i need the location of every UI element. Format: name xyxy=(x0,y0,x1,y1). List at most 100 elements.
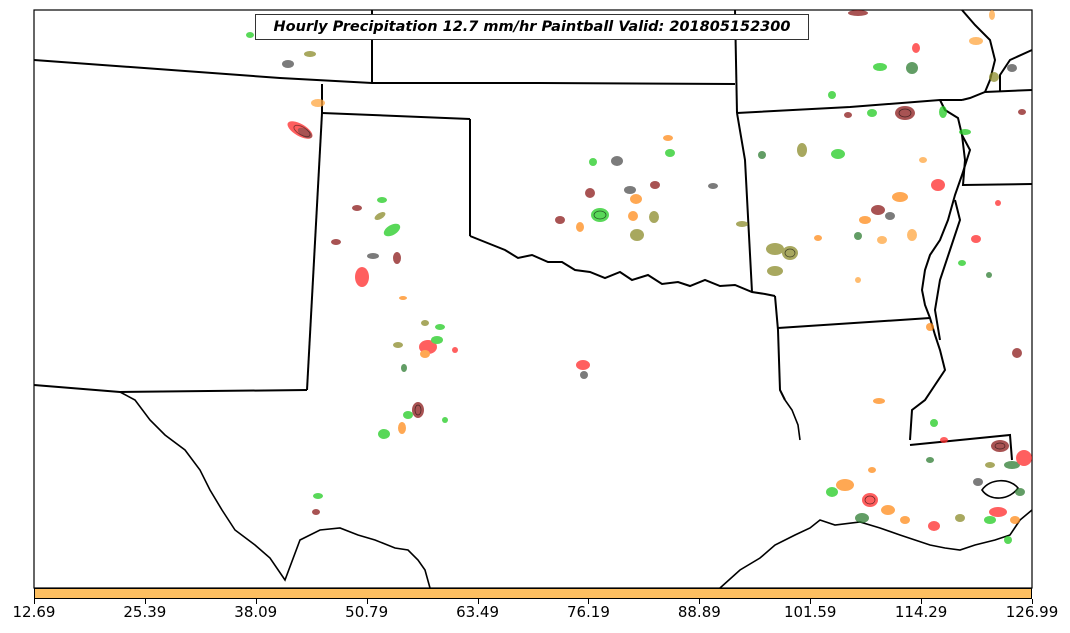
texas-louisiana-border xyxy=(774,295,786,401)
colorbar xyxy=(34,588,1032,599)
precip-cell xyxy=(989,72,999,82)
precip-cell xyxy=(782,246,798,260)
oklahoma-panhandle-north xyxy=(321,112,471,120)
precip-cell xyxy=(665,149,675,157)
precip-cell xyxy=(383,223,401,237)
precip-cell xyxy=(955,514,965,522)
sabine-coast xyxy=(784,399,801,441)
precip-cell xyxy=(401,364,407,372)
precip-cell xyxy=(1015,488,1025,496)
precip-cell xyxy=(393,252,401,264)
precip-cell xyxy=(576,222,584,232)
precip-cell xyxy=(352,205,362,211)
colorbar-tick xyxy=(255,599,257,604)
precipitation-blobs xyxy=(246,10,1032,544)
precip-cell xyxy=(367,253,379,259)
precip-cell xyxy=(926,323,934,331)
precip-cell xyxy=(1016,450,1032,466)
colorbar-tick xyxy=(34,599,35,604)
precip-cell xyxy=(431,336,443,344)
oklahoma-arkansas-border xyxy=(736,112,753,293)
precip-cell xyxy=(826,487,838,497)
precip-cell xyxy=(297,127,313,139)
iowa-missouri-border xyxy=(961,89,1033,101)
colorbar-tick-label: 88.89 xyxy=(677,603,721,621)
precip-cell xyxy=(282,60,294,68)
lake-pontchartrain xyxy=(981,479,1019,499)
contour-ring xyxy=(864,495,876,505)
contour-ring xyxy=(784,248,796,258)
precip-cell xyxy=(1004,461,1020,469)
precip-cell xyxy=(576,360,590,370)
precip-cell xyxy=(873,398,885,404)
precip-cell xyxy=(585,188,595,198)
colorbar-tick xyxy=(699,599,701,604)
precip-cell xyxy=(399,296,407,300)
contour-ring xyxy=(593,210,607,220)
kansas-oklahoma-border xyxy=(736,99,962,114)
precip-cell xyxy=(304,51,316,57)
precip-cell xyxy=(868,467,876,473)
louisiana-gulf-coast xyxy=(719,509,1033,589)
precip-cell xyxy=(989,10,995,20)
precip-cell xyxy=(907,229,917,241)
precip-cell xyxy=(766,243,784,255)
precip-cell xyxy=(855,513,869,523)
contour-ring xyxy=(898,108,912,118)
precip-cell xyxy=(312,509,320,515)
precip-cell xyxy=(971,235,981,243)
colorbar-tick-label: 38.09 xyxy=(234,603,278,621)
precip-cell xyxy=(855,277,861,283)
precip-cell xyxy=(919,157,927,163)
precip-cell xyxy=(973,478,983,486)
precip-cell xyxy=(398,422,406,434)
mississippi-alabama-border xyxy=(933,199,962,341)
precip-cell xyxy=(630,194,642,204)
precip-cell xyxy=(1004,536,1012,544)
precip-cell xyxy=(412,402,424,418)
precip-cell xyxy=(900,516,910,524)
precip-cell xyxy=(767,266,783,276)
precip-cell xyxy=(814,235,822,241)
precip-cell xyxy=(844,112,852,118)
state-borders xyxy=(33,9,1033,461)
colorbar-tick-label: 114.29 xyxy=(894,603,948,621)
precip-cell xyxy=(611,156,623,166)
precip-cell xyxy=(420,350,430,358)
precip-cell xyxy=(867,109,877,117)
precip-cell xyxy=(708,183,718,189)
precip-cell xyxy=(435,324,445,330)
precip-cell xyxy=(797,143,807,157)
illinois-line xyxy=(999,49,1033,92)
precip-cell xyxy=(881,505,895,515)
precip-cell xyxy=(969,37,983,45)
precip-cell xyxy=(555,216,565,224)
precip-cell xyxy=(1012,348,1022,358)
precip-cell xyxy=(331,239,341,245)
precip-cell xyxy=(393,342,403,348)
precip-cell xyxy=(862,493,878,507)
contour-ring xyxy=(994,442,1006,450)
map-title: Hourly Precipitation 12.7 mm/hr Paintbal… xyxy=(255,14,809,40)
precip-cell xyxy=(871,205,885,215)
colorbar-tick xyxy=(366,599,368,604)
precip-cell xyxy=(995,200,1001,206)
precip-cell xyxy=(959,129,971,135)
colorbar-tick-label: 126.99 xyxy=(1005,603,1059,621)
precip-cell xyxy=(984,516,996,524)
precip-cell xyxy=(885,212,895,220)
colorbar-tick xyxy=(144,599,146,604)
precip-cell xyxy=(355,267,369,287)
precip-cell xyxy=(926,457,934,463)
texas-gulf-coast xyxy=(119,391,431,589)
red-river xyxy=(469,235,776,297)
arkansas-louisiana-border xyxy=(777,317,931,329)
precip-cell xyxy=(859,216,871,224)
precip-cell xyxy=(848,10,868,16)
precip-cell xyxy=(1010,516,1020,524)
precip-cell xyxy=(452,347,458,353)
precip-cell xyxy=(591,208,609,222)
precip-cell xyxy=(580,371,588,379)
precip-cell xyxy=(873,63,887,71)
